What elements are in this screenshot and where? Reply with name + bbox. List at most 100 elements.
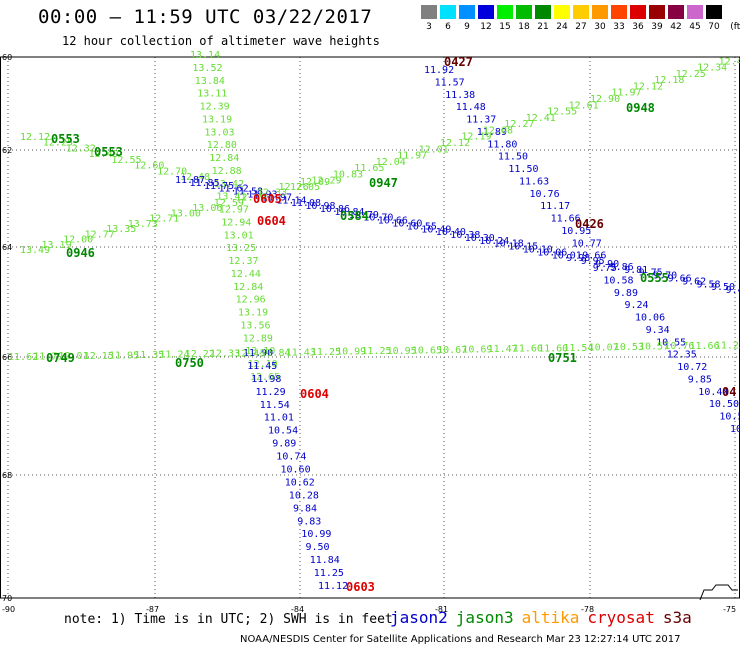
footer-note: note: 1) Time is in UTC; 2) SWH is in fe… (64, 612, 393, 627)
wave-height-value: 11.75 (204, 181, 234, 192)
wave-height-value: 11.50 (498, 152, 528, 163)
wave-height-value: 12.55 (111, 155, 141, 166)
wave-height-value: 10.44 (698, 387, 728, 398)
wave-height-value: 11.97 (611, 88, 641, 99)
wave-height-value: 10.70 (363, 213, 393, 224)
scale-label: 30 (594, 22, 606, 32)
wave-height-value: 9.62 (682, 276, 706, 287)
wave-height-value: 12.00 (63, 235, 93, 246)
wave-height-value: 10.28 (289, 490, 319, 501)
wave-height-value: 12.77 (85, 229, 115, 240)
wave-height-value: 11.66 (690, 341, 720, 352)
wave-height-value: 13.25 (226, 243, 256, 254)
scale-swatch (630, 5, 646, 19)
wave-height-value: 11.98 (251, 374, 281, 385)
scale-label: 33 (613, 22, 625, 32)
wave-height-value: 13.19 (238, 308, 268, 319)
scale-label: 24 (556, 22, 568, 32)
wave-height-value: 11.95 (109, 350, 139, 361)
wave-height-value: 11.93 (247, 190, 277, 201)
wave-height-value: 12.65 (250, 372, 280, 383)
scale-label: 15 (499, 22, 511, 32)
wave-height-value: 12.26 (279, 182, 309, 193)
pass-time-label: 0584 (340, 209, 369, 223)
wave-height-value: 10.99 (336, 347, 366, 358)
wave-height-value: 10.01 (552, 250, 582, 261)
wave-height-value: 12.41 (526, 113, 556, 124)
lat-tick-label: 70 (2, 594, 12, 603)
wave-height-value: 9.58 (697, 279, 721, 290)
scale-label: 18 (518, 22, 530, 32)
pass-time-label: 04 (722, 385, 736, 399)
wave-height-value: 11.60 (538, 343, 568, 354)
scale-unit: (ft) (730, 22, 740, 32)
lat-tick-label: 66 (2, 353, 12, 362)
coastline (699, 584, 738, 601)
wave-height-value: 13.10 (245, 346, 275, 357)
wave-height-value: 13.56 (240, 321, 270, 332)
scale-swatch (687, 5, 703, 19)
wave-height-value: 10.60 (281, 465, 311, 476)
wave-height-value: 12.32 (66, 143, 96, 154)
satellite-legend-jason3: jason3 (455, 608, 514, 627)
wave-height-value: 9.98 (566, 253, 590, 264)
wave-height-value: 10.55 (656, 337, 686, 348)
wave-height-value: 12.18 (654, 75, 684, 86)
wave-height-value: 10.60 (392, 219, 422, 230)
wave-height-value: 10.30 (465, 233, 495, 244)
credit-line: NOAA/NESDIS Center for Satellite Applica… (240, 634, 681, 645)
wave-height-value: 10.86 (320, 204, 350, 215)
wave-height-value: 10.77 (572, 238, 602, 249)
wave-height-value: 12.44 (231, 269, 261, 280)
wave-height-value: 10.99 (301, 529, 331, 540)
wave-height-value: 12.35 (667, 350, 697, 361)
wave-height-value: 11.25 (361, 346, 391, 357)
wave-height-value: 13.41 (216, 192, 246, 203)
wave-height-value: 10.76 (530, 189, 560, 200)
pass-time-label: 0426 (575, 217, 604, 231)
wave-height-value: 12.43 (235, 348, 265, 359)
scale-swatch (592, 5, 608, 19)
pass-time-labels: 0553 0553 0605 0604 0947 0584 0946 0427 0948 0426… (46, 55, 736, 594)
wave-height-value: 10.72 (730, 424, 740, 435)
wave-height-value: 10.10 (523, 245, 553, 256)
wave-height-value: 12.70 (157, 166, 187, 177)
wave-height-value: 11.25 (715, 340, 740, 351)
lon-tick-label: -90 (2, 605, 15, 614)
wave-height-value: 10.06 (537, 247, 567, 258)
pass-time-label: 0947 (369, 176, 398, 190)
wave-height-value: 9.66 (582, 251, 606, 262)
wave-height-value: 12.90 (590, 94, 620, 105)
wave-height-value: 10.55 (407, 221, 437, 232)
wave-height-value: 11.58 (233, 187, 263, 198)
wave-height-value: 13.01 (224, 230, 254, 241)
wave-height-value: 12.84 (209, 153, 239, 164)
satellite-legend-jason2: jason2 (390, 608, 448, 627)
pass-time-label: 0948 (626, 101, 655, 115)
scale-swatch (440, 5, 456, 19)
wave-height-value: 10.74 (276, 452, 306, 463)
wave-height-value: 13.06 (192, 203, 222, 214)
wave-height-value: 10.18 (494, 239, 524, 250)
wave-height-value: 11.08 (291, 198, 321, 209)
lat-tick-label: 60 (2, 53, 12, 62)
wave-height-value: 11.89 (477, 127, 507, 138)
wave-height-value: 11.62 (219, 184, 249, 195)
lon-tick-label: -75 (723, 605, 736, 614)
wave-height-value: 12.33 (257, 188, 287, 199)
wave-height-value: 12.12 (440, 138, 470, 149)
wave-height-value: 12.25 (676, 69, 706, 80)
wave-height-value: 12.15 (84, 351, 114, 362)
wave-height-value: 11.25 (311, 347, 341, 358)
wave-height-value: 10.58 (603, 275, 633, 286)
pass-time-label: 0750 (175, 356, 204, 370)
wave-height-value: 9.50 (306, 542, 330, 553)
chart-subtitle: 12 hour collection of altimeter wave hei… (62, 34, 380, 48)
wave-height-value: 13.42 (214, 179, 244, 190)
scale-label: 27 (575, 22, 587, 32)
wave-height-value: 12.97 (219, 205, 249, 216)
pass-time-label: 0749 (46, 351, 75, 365)
wave-height-value: 11.60 (513, 344, 543, 355)
chart-title: 00:00 — 11:59 UTC 03/22/2017 (38, 6, 373, 28)
wave-height-value: 12.42 (719, 56, 740, 67)
